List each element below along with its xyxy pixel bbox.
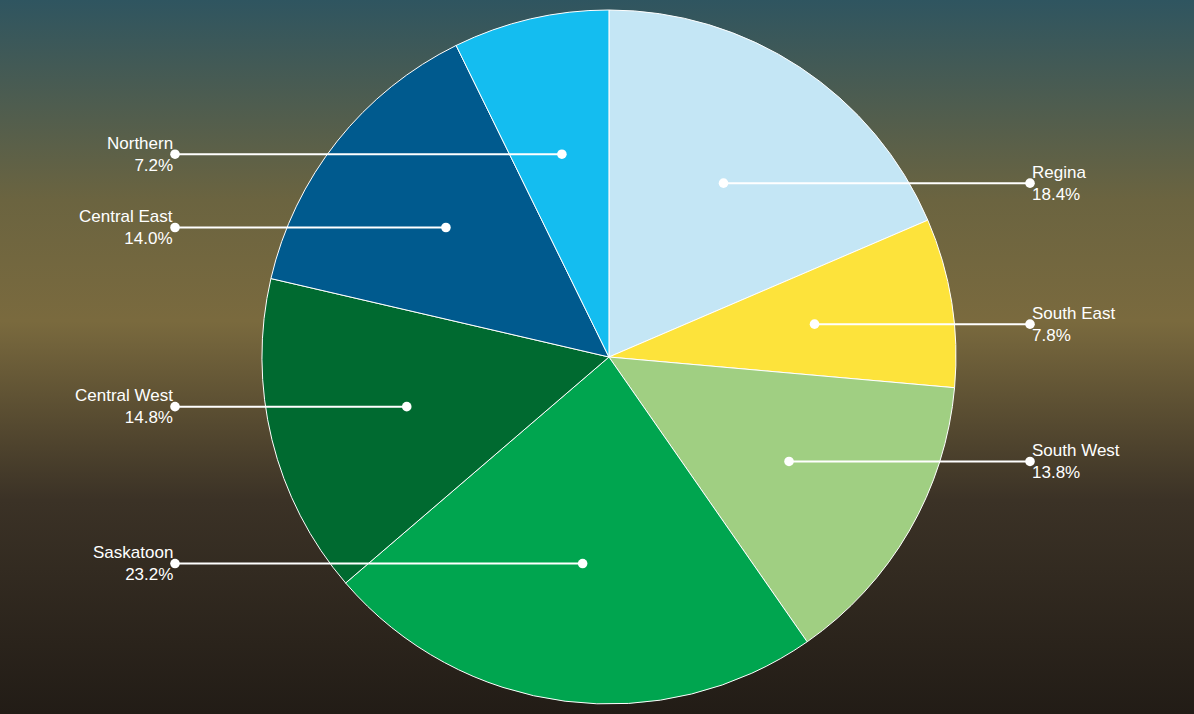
svg-text:Central East14.0%: Central East14.0% [79, 207, 173, 248]
svg-text:South East7.8%: South East7.8% [1032, 304, 1115, 345]
svg-text:Regina18.4%: Regina18.4% [1032, 163, 1086, 204]
svg-text:Saskatoon23.2%: Saskatoon23.2% [93, 543, 173, 584]
svg-text:South West13.8%: South West13.8% [1032, 441, 1120, 482]
svg-text:Central West14.8%: Central West14.8% [75, 386, 173, 427]
svg-text:Northern7.2%: Northern7.2% [107, 134, 173, 175]
